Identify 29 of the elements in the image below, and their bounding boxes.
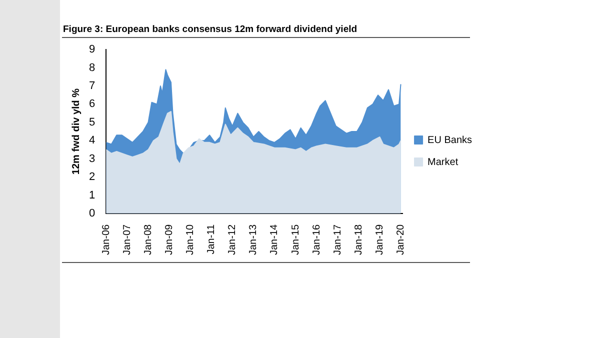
y-tick-label: 0 [88, 207, 96, 220]
y-tick-label: 1 [88, 189, 96, 202]
y-tick-label: 7 [88, 80, 96, 92]
chart-title: Figure 3: European banks consensus 12m forward dividend yield [63, 24, 358, 35]
x-tick-label: Jan-15 [290, 224, 302, 255]
y-tick-label: 4 [88, 134, 96, 147]
legend-label: EU Banks [428, 134, 472, 146]
x-tick-label: Jan-07 [122, 224, 133, 255]
y-tick-label: 8 [88, 62, 96, 74]
x-tick-label: Jan-20 [396, 224, 407, 255]
x-tick-label: Jan-10 [185, 224, 196, 255]
x-tick-label: Jan-11 [206, 224, 218, 254]
x-tick-label: Jan-14 [269, 224, 280, 255]
x-tick-label: Jan-08 [142, 224, 154, 255]
y-axis-title: 12m fwd div yld % [70, 88, 82, 175]
x-tick-label: Jan-12 [227, 224, 238, 255]
x-tick-label: Jan-19 [374, 224, 386, 255]
x-tick-label: Jan-13 [248, 224, 260, 255]
y-tick-label: 5 [88, 116, 96, 128]
y-tick-label: 6 [88, 98, 96, 110]
x-tick-label: Jan-06 [100, 224, 112, 255]
x-tick-label: Jan-09 [164, 224, 176, 255]
y-tick-label: 2 [88, 171, 96, 184]
y-tick-label: 9 [88, 44, 96, 56]
x-tick-label: Jan-18 [353, 224, 364, 255]
y-tick-label: 3 [88, 152, 96, 165]
legend-label: Market [428, 156, 458, 168]
x-tick-label: Jan-17 [332, 224, 344, 255]
x-tick-label: Jan-16 [311, 224, 322, 255]
